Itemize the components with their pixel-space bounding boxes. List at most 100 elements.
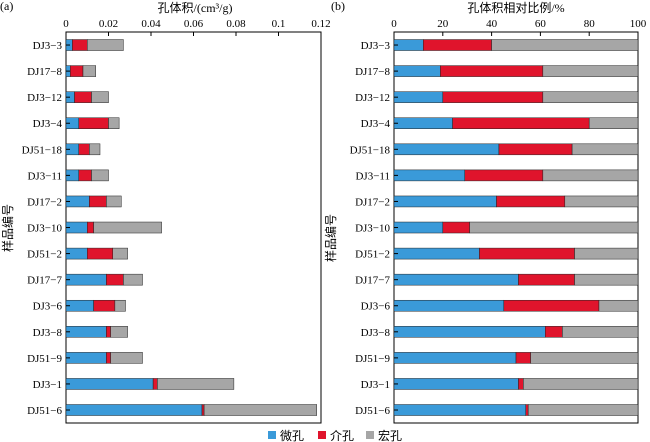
bar-macropore — [571, 143, 639, 156]
bar-micropore — [393, 195, 497, 208]
bar-micropore — [393, 91, 444, 103]
bar-micropore — [393, 39, 424, 51]
x-tick-label: 100 — [630, 18, 647, 30]
bar-macropore — [110, 352, 143, 364]
category-label: DJ17−8 — [355, 66, 390, 78]
x-tick-label: 0.1 — [272, 18, 286, 30]
bar-micropore — [393, 143, 500, 156]
bar-macropore — [469, 221, 639, 234]
bar-micropore — [65, 326, 107, 338]
category-label: DJ17−7 — [355, 275, 390, 287]
category-label: DJ51−18 — [350, 144, 391, 156]
panel-b-x-axis-title: 孔体积相对比例/% — [467, 1, 564, 15]
bar-macropore — [114, 299, 126, 312]
bar-mesopore — [442, 221, 470, 234]
category-label: DJ3−12 — [27, 92, 62, 104]
category-label: DJ3−11 — [27, 170, 62, 182]
bar-micropore — [65, 352, 107, 364]
bar-macropore — [108, 117, 120, 129]
bar-mesopore — [106, 273, 124, 286]
bar-mesopore — [152, 378, 158, 390]
category-label: DJ3−12 — [355, 92, 390, 104]
bar-macropore — [523, 378, 639, 390]
bar-macropore — [574, 273, 639, 286]
bar-micropore — [393, 169, 466, 182]
bar-macropore — [588, 117, 639, 129]
bar-micropore — [393, 299, 505, 312]
category-label: DJ51−2 — [27, 249, 62, 261]
category-label: DJ3−1 — [361, 379, 390, 391]
category-label: DJ3−3 — [33, 40, 63, 52]
bar-macropore — [89, 143, 101, 156]
panel-a-bars — [65, 39, 317, 416]
legend-label-micropore: 微孔 — [280, 429, 304, 442]
bar-mesopore — [452, 117, 590, 129]
bar-micropore — [393, 378, 519, 390]
bar-macropore — [542, 91, 639, 103]
bar-micropore — [393, 273, 519, 286]
bar-micropore — [393, 65, 441, 77]
legend-label-macropore: 宏孔 — [378, 428, 402, 442]
bar-macropore — [598, 299, 639, 312]
bar-mesopore — [498, 143, 573, 156]
x-tick-label: 0.06 — [184, 18, 204, 30]
category-label: DJ51−2 — [355, 249, 390, 261]
category-label: DJ51−6 — [27, 405, 62, 417]
x-tick-label: 0.08 — [226, 18, 246, 30]
category-label: DJ17−8 — [27, 66, 62, 78]
bar-macropore — [542, 65, 639, 77]
panel-b-bars — [393, 39, 639, 416]
bar-macropore — [87, 39, 124, 51]
category-label: DJ3−11 — [355, 170, 390, 182]
category-label: DJ3−1 — [33, 379, 62, 391]
bar-mesopore — [518, 378, 524, 390]
bar-macropore — [527, 404, 639, 416]
category-label: DJ51−9 — [355, 353, 390, 365]
category-label: DJ51−6 — [355, 405, 390, 417]
panel-a-label: (a) — [0, 0, 13, 13]
x-tick-label: 0 — [391, 18, 397, 30]
bar-micropore — [393, 117, 453, 129]
bar-macropore — [91, 91, 109, 103]
category-label: DJ17−7 — [27, 275, 62, 287]
bar-mesopore — [87, 221, 94, 234]
bar-macropore — [112, 247, 128, 260]
bar-micropore — [65, 273, 107, 286]
bar-mesopore — [442, 91, 544, 103]
bar-mesopore — [70, 65, 84, 77]
bar-macropore — [82, 65, 96, 77]
panel-b-label: (b) — [331, 0, 345, 13]
bar-micropore — [393, 221, 444, 234]
bar-mesopore — [78, 143, 90, 156]
bar-mesopore — [72, 39, 88, 51]
bar-mesopore — [78, 169, 92, 182]
bar-macropore — [110, 326, 128, 338]
x-tick-label: 60 — [535, 18, 547, 30]
panel-b-x-ticks: 0 20 40 60 80 100 — [391, 18, 647, 36]
bar-mesopore — [201, 404, 205, 416]
x-tick-label: 0.12 — [311, 18, 330, 30]
bar-micropore — [65, 404, 203, 416]
bar-macropore — [491, 39, 639, 51]
bar-macropore — [157, 378, 235, 390]
category-label: DJ3−3 — [361, 40, 391, 52]
bar-mesopore — [545, 326, 563, 338]
bar-mesopore — [525, 404, 529, 416]
bar-mesopore — [496, 195, 566, 208]
bar-micropore — [393, 326, 546, 338]
bar-macropore — [530, 352, 639, 364]
bar-mesopore — [464, 169, 544, 182]
panel-b-y-axis-title: 样品编号 — [323, 214, 338, 262]
legend-swatch-mesopore — [318, 431, 326, 439]
category-label: DJ51−9 — [27, 353, 62, 365]
bar-macropore — [106, 195, 122, 208]
category-label: DJ3−8 — [33, 327, 63, 339]
category-label: DJ3−4 — [33, 118, 63, 130]
bar-mesopore — [106, 326, 111, 338]
panel-a: (a) 孔体积/(cm³/g) 0 0.02 0.04 0.06 0.08 0.1 0.12… — [0, 0, 331, 424]
bar-macropore — [93, 221, 162, 234]
bar-mesopore — [518, 273, 575, 286]
bar-micropore — [393, 352, 517, 364]
legend-label-mesopore: 介孔 — [330, 429, 354, 442]
